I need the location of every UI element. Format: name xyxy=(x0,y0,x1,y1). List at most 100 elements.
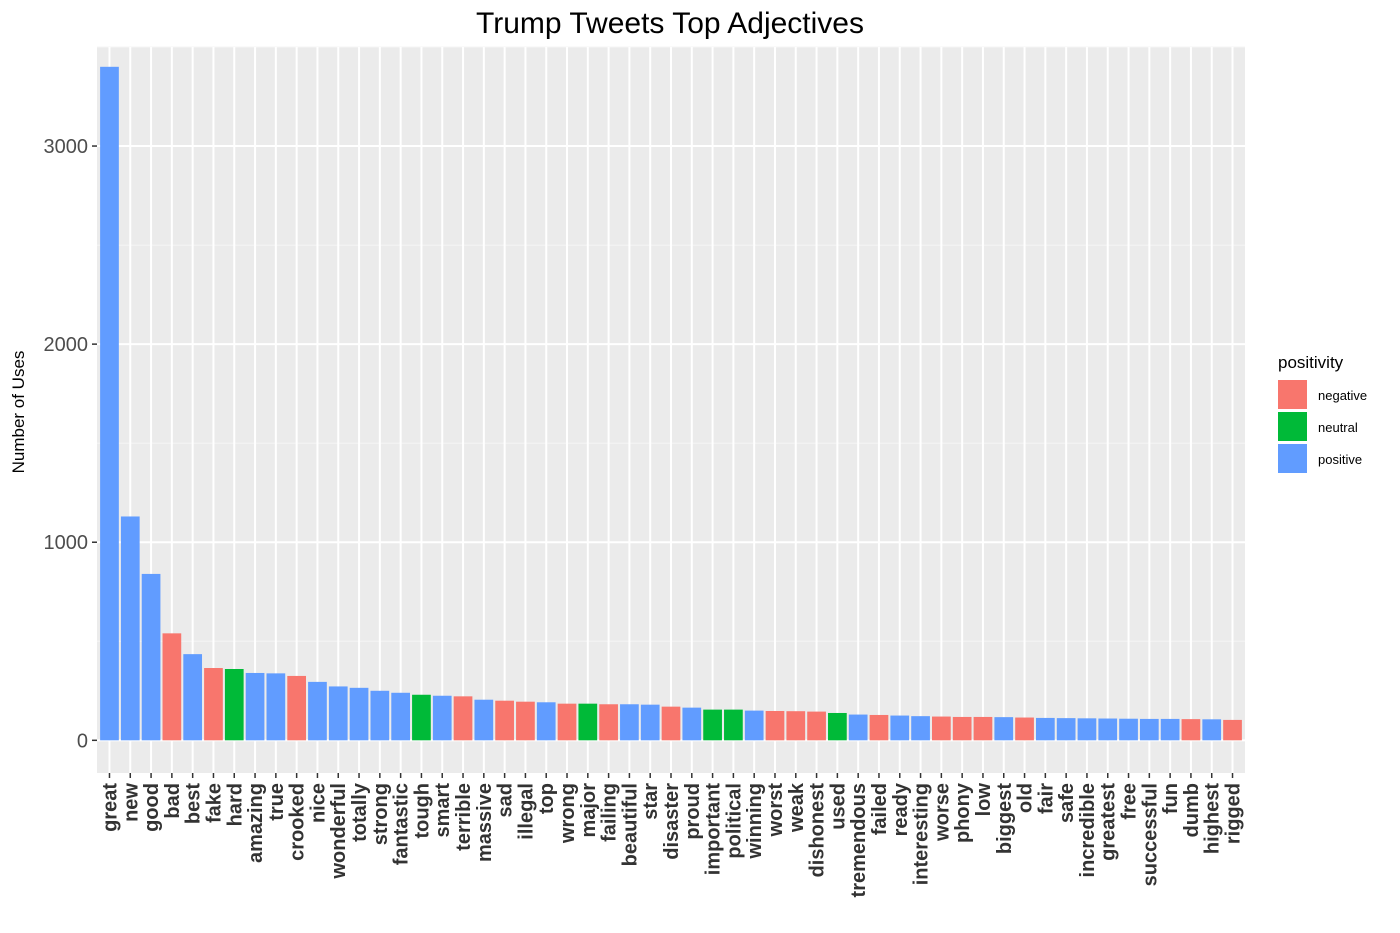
bar-worst xyxy=(765,710,785,741)
bar-failed xyxy=(869,714,889,741)
y-axis: 0 1000 2000 3000 xyxy=(44,136,97,752)
x-tick-label: tremendous xyxy=(848,783,870,897)
legend-label-negative: negative xyxy=(1318,388,1367,403)
bar-failing xyxy=(599,704,618,741)
bar-massive xyxy=(474,699,494,741)
chart-title: Trump Tweets Top Adjectives xyxy=(476,7,864,40)
bar-low xyxy=(973,716,993,741)
bar-important xyxy=(703,709,722,741)
bar-proud xyxy=(682,707,702,741)
x-tick-label: greatest xyxy=(1098,783,1120,861)
bar-nice xyxy=(308,681,327,741)
legend-label-positive: positive xyxy=(1318,452,1362,467)
x-tick-label: dishonest xyxy=(807,783,829,878)
bar-major xyxy=(578,703,598,741)
bar-terrible xyxy=(453,696,473,741)
x-tick-label: smart xyxy=(432,783,454,838)
x-tick-label: true xyxy=(266,783,288,821)
bar-interesting xyxy=(911,716,930,741)
legend-swatch-neutral xyxy=(1278,412,1307,441)
x-tick-label: new xyxy=(120,783,142,822)
x-tick-label: winning xyxy=(744,783,766,860)
bar-fantastic xyxy=(391,692,410,741)
bar-worse xyxy=(932,716,951,741)
x-tick-label: great xyxy=(99,783,121,832)
x-tick-label: strong xyxy=(370,783,392,845)
bar-winning xyxy=(744,710,764,741)
legend-swatch-negative xyxy=(1278,380,1307,409)
x-tick-label: fair xyxy=(1035,783,1057,814)
x-tick-label: worst xyxy=(765,783,787,838)
x-tick-label: dumb xyxy=(1181,783,1203,837)
legend: positivity negative neutral positive xyxy=(1278,353,1367,473)
x-tick-label: political xyxy=(723,783,745,859)
x-tick-label: best xyxy=(183,783,205,824)
bar-crooked xyxy=(287,675,307,741)
y-axis-label: Number of Uses xyxy=(9,351,28,474)
x-tick-label: rigged xyxy=(1223,783,1245,844)
x-tick-label: successful xyxy=(1139,783,1161,886)
x-tick-label: interesting xyxy=(911,783,933,885)
bars xyxy=(100,66,1242,741)
x-tick-label: biggest xyxy=(994,783,1016,854)
x-tick-label: low xyxy=(973,783,995,817)
x-tick-label: failed xyxy=(869,783,891,835)
x-tick-label: used xyxy=(827,783,849,830)
bar-ready xyxy=(890,715,910,741)
x-tick-label: ready xyxy=(890,782,912,836)
bar-amazing xyxy=(245,672,265,741)
bar-smart xyxy=(432,695,452,741)
x-axis: greatnewgoodbadbestfakehardamazingtruecr… xyxy=(99,773,1245,897)
x-tick-label: proud xyxy=(682,783,704,840)
bar-fair xyxy=(1035,717,1055,741)
legend-swatch-positive xyxy=(1278,444,1307,473)
bar-successful xyxy=(1139,718,1159,741)
bar-best xyxy=(183,654,203,741)
x-tick-label: top xyxy=(536,783,558,814)
bar-sad xyxy=(495,700,514,741)
bar-top xyxy=(536,702,556,741)
x-tick-label: nice xyxy=(307,783,329,823)
x-tick-label: sad xyxy=(495,783,517,817)
bar-great xyxy=(100,66,119,741)
x-tick-label: massive xyxy=(474,783,496,862)
x-tick-label: terrible xyxy=(453,783,475,851)
x-tick-label: tough xyxy=(411,783,433,839)
bar-bad xyxy=(162,633,182,741)
bar-weak xyxy=(786,711,806,741)
bar-new xyxy=(120,516,140,741)
bar-fun xyxy=(1160,718,1180,741)
bar-rigged xyxy=(1223,719,1242,741)
x-tick-label: illegal xyxy=(515,783,537,840)
x-tick-label: crooked xyxy=(287,783,309,861)
y-tick-label: 0 xyxy=(77,730,88,752)
bar-dishonest xyxy=(807,711,826,741)
x-tick-label: beautiful xyxy=(619,783,641,866)
x-tick-label: wrong xyxy=(557,783,579,844)
x-tick-label: worse xyxy=(931,783,953,842)
bar-true xyxy=(266,673,286,741)
x-tick-label: amazing xyxy=(245,783,267,863)
y-tick-label: 1000 xyxy=(44,532,89,554)
bar-dumb xyxy=(1181,719,1201,741)
bar-tremendous xyxy=(848,714,868,741)
x-tick-label: star xyxy=(640,783,662,820)
legend-label-neutral: neutral xyxy=(1318,420,1358,435)
bar-totally xyxy=(349,687,369,741)
bar-greatest xyxy=(1098,718,1118,741)
x-tick-label: failing xyxy=(599,783,621,842)
y-tick-label: 2000 xyxy=(44,334,89,356)
x-tick-label: good xyxy=(141,783,163,832)
x-tick-label: phony xyxy=(952,782,974,843)
x-tick-label: old xyxy=(1015,783,1037,813)
x-tick-label: free xyxy=(1119,783,1141,820)
bar-safe xyxy=(1056,718,1076,741)
bar-phony xyxy=(952,716,972,741)
bar-political xyxy=(724,709,743,741)
bar-incredible xyxy=(1077,718,1097,741)
x-tick-label: important xyxy=(703,783,725,876)
x-tick-label: fun xyxy=(1160,783,1182,814)
bar-hard xyxy=(224,669,244,741)
bar-illegal xyxy=(516,701,535,741)
